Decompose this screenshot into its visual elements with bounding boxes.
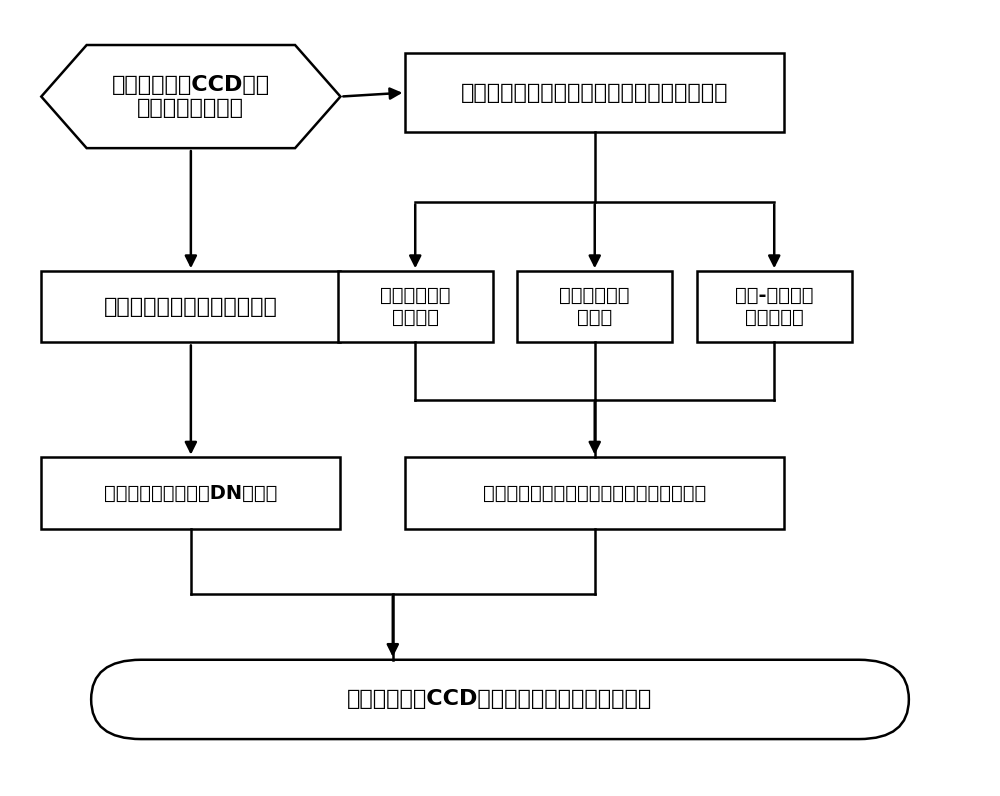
FancyBboxPatch shape [338, 271, 493, 342]
FancyBboxPatch shape [41, 458, 340, 529]
FancyBboxPatch shape [517, 271, 672, 342]
Text: 成像时的几何参数、大气参数和其他辅助参数: 成像时的几何参数、大气参数和其他辅助参数 [461, 83, 728, 103]
Text: 气溶胶散射辐
射计算: 气溶胶散射辐 射计算 [559, 287, 630, 327]
Text: 凝视卫星面阵CCD相机
晨昏海域微光成像: 凝视卫星面阵CCD相机 晨昏海域微光成像 [112, 75, 270, 118]
Text: 遥感图像数据的相对辐射校正: 遥感图像数据的相对辐射校正 [104, 297, 278, 317]
Text: 大气-气溶胶散
射辐射计算: 大气-气溶胶散 射辐射计算 [735, 287, 813, 327]
FancyBboxPatch shape [91, 660, 909, 739]
FancyBboxPatch shape [405, 53, 784, 132]
Text: 凝视卫星面阵CCD相机的绝对辐射定标系数计算: 凝视卫星面阵CCD相机的绝对辐射定标系数计算 [347, 689, 653, 709]
Polygon shape [41, 45, 340, 148]
FancyBboxPatch shape [697, 271, 852, 342]
Text: 遥感图像数据的数字DN值提取: 遥感图像数据的数字DN值提取 [104, 484, 278, 503]
FancyBboxPatch shape [405, 458, 784, 529]
FancyBboxPatch shape [41, 271, 340, 342]
Text: 大气分子散射
辐射计算: 大气分子散射 辐射计算 [380, 287, 450, 327]
Text: 晨昏海域微光成像时的入瞳处辐射能量计算: 晨昏海域微光成像时的入瞳处辐射能量计算 [483, 484, 706, 503]
